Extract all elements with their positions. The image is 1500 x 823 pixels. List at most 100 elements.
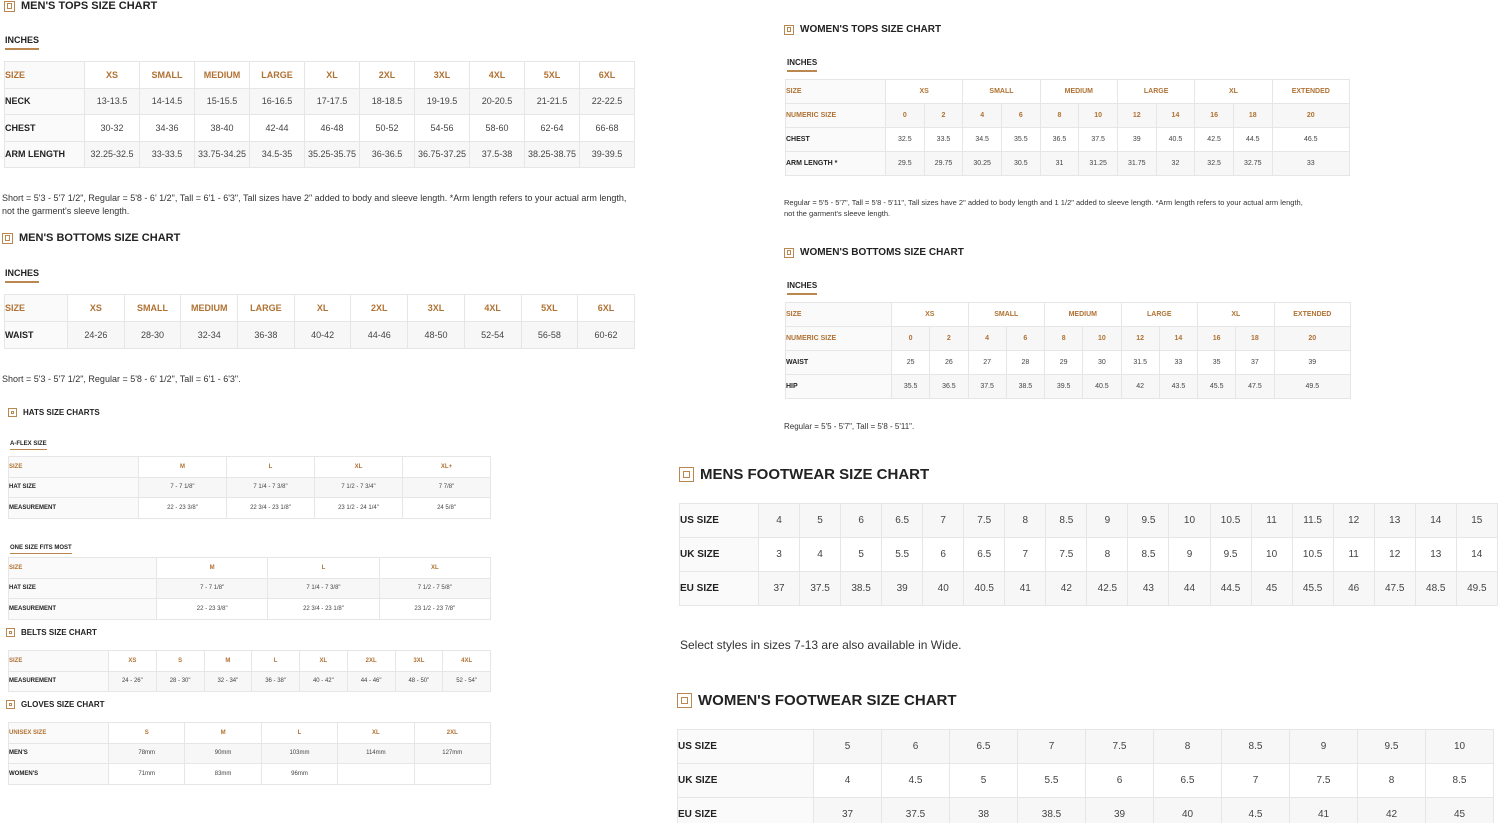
header-row: SIZE M L XL: [8, 557, 491, 579]
size-group-header: XS: [884, 79, 964, 104]
mens-tops-unit-tab[interactable]: INCHES: [5, 35, 40, 50]
table-cell: 6.5: [949, 729, 1018, 764]
table-cell: 8.5: [1045, 503, 1088, 538]
table-row: WAIST 25 26 27 28 29 30 31.5 33 35 37 39: [785, 350, 1352, 375]
table-cell: 45: [1425, 797, 1494, 823]
womens-tops-note-line2: not the garment's sleeve length.: [784, 208, 891, 218]
aflex-tab[interactable]: A-FLEX SIZE: [10, 441, 47, 450]
mens-tops-note: Short = 5'3 - 5'7 1/2", Regular = 5'8 - …: [2, 192, 642, 218]
size-group-header: MEDIUM: [1044, 302, 1122, 327]
table-cell: 40-42: [293, 321, 352, 349]
column-header: SIZE: [4, 294, 68, 322]
table-cell: 7: [1017, 729, 1086, 764]
womens-tops-unit-tab[interactable]: INCHES: [787, 58, 818, 72]
table-cell: 14: [1455, 537, 1498, 572]
row-label: NECK: [4, 87, 85, 115]
table-cell: 40.5: [1155, 127, 1196, 152]
table-cell: 83mm: [184, 763, 262, 785]
column-header: S: [155, 650, 205, 672]
table-cell: 37.5-38: [469, 140, 525, 168]
table-cell: 46: [1332, 571, 1375, 606]
table-cell: 13: [1414, 537, 1457, 572]
table-cell: 7.5: [1085, 729, 1154, 764]
table-cell: 40.5: [1082, 374, 1122, 399]
table-cell: 7.5: [1289, 763, 1358, 798]
row-label: ARM LENGTH *: [785, 151, 886, 176]
table-cell: 12: [1373, 537, 1416, 572]
table-row: MEN'S 78mm 90mm 103mm 114mm 127mm: [8, 742, 491, 764]
column-header: M: [184, 722, 262, 744]
column-header: LARGE: [249, 61, 305, 89]
row-label: US SIZE: [677, 729, 814, 764]
table-cell: 40 - 42": [299, 670, 348, 692]
belts-table: SIZE XS S M L XL 2XL 3XL 4XL MEASUREMENT 24 - 26" 2…: [8, 650, 491, 692]
header-row: SIZE XS SMALL MEDIUM LARGE XL 2XL 3XL 4XL 5XL 6XL: [4, 61, 635, 89]
column-header: 3XL: [407, 294, 465, 322]
table-cell: 13-13.5: [84, 87, 140, 115]
table-cell: 36-38: [237, 321, 295, 349]
table-cell: 127mm: [413, 742, 491, 764]
table-cell: 36.5: [1039, 127, 1080, 152]
column-header: L: [226, 456, 315, 478]
table-cell: 44.5: [1209, 571, 1252, 606]
table-row: WAIST 24-26 28-30 32-34 36-38 40-42 44-46 48-50…: [4, 321, 635, 349]
column-header: XL: [299, 650, 348, 672]
table-cell: 32.5: [1194, 151, 1234, 176]
column-header: 4XL: [469, 61, 525, 89]
table-cell: 60-62: [577, 321, 635, 349]
osfm-tab[interactable]: ONE SIZE FITS MOST: [10, 545, 72, 554]
column-header: 6XL: [579, 61, 635, 89]
size-group-header: LARGE: [1120, 302, 1199, 327]
row-label: US SIZE: [679, 503, 759, 538]
header-row: UNISEX SIZE S M L XL 2XL: [8, 722, 491, 744]
column-header: 2XL: [346, 650, 396, 672]
table-cell: 38.25-38.75: [524, 140, 580, 168]
womens-tops-title: WOMEN'S TOPS SIZE CHART: [784, 24, 941, 35]
column-header: SIZE: [8, 456, 139, 478]
row-label: MEASUREMENT: [8, 497, 139, 519]
column-header: UNISEX SIZE: [8, 722, 109, 744]
table-cell: 19-19.5: [414, 87, 470, 115]
table-cell: 6: [1085, 763, 1154, 798]
header-row: SIZE XS SMALL MEDIUM LARGE XL 2XL 3XL 4XL 5XL 6XL: [4, 294, 635, 322]
table-cell: 34.5-35: [249, 140, 305, 168]
table-cell: 40.5: [963, 571, 1006, 606]
mens-bottoms-unit-tab[interactable]: INCHES: [5, 268, 40, 283]
table-cell: 22 3/4 - 23 1/8": [226, 497, 315, 519]
row-label: CHEST: [785, 127, 886, 152]
table-cell: 37.5: [799, 571, 842, 606]
table-cell: 42.5: [1194, 127, 1234, 152]
column-header: 5XL: [524, 61, 580, 89]
table-cell: 13: [1373, 503, 1416, 538]
numeric-size-cell: 4: [962, 103, 1002, 128]
table-cell: 5: [949, 763, 1018, 798]
table-cell: 4: [813, 763, 882, 798]
table-cell: 32-34: [180, 321, 239, 349]
table-cell: 18-18.5: [359, 87, 415, 115]
numeric-size-row: NUMERIC SIZE 0 2 4 6 8 10 12 14 16 18 20: [785, 103, 1350, 128]
table-row: CHEST 30-32 34-36 38-40 42-44 46-48 50-52 54-56…: [4, 114, 635, 142]
table-cell: 37: [1235, 350, 1275, 375]
table-cell: 23 1/2 - 24 1/4": [314, 497, 403, 519]
table-cell: 42-44: [249, 114, 305, 142]
womens-bottoms-unit-tab[interactable]: INCHES: [787, 281, 818, 295]
mens-tops-title: MEN'S TOPS SIZE CHART: [4, 0, 157, 12]
hats-title-text: HATS SIZE CHARTS: [23, 408, 100, 417]
column-header: XL: [293, 294, 352, 322]
size-group-header: SMALL: [962, 79, 1041, 104]
table-cell: 45.5: [1197, 374, 1237, 399]
table-cell: 7 - 7 1/8": [138, 476, 227, 498]
hats-title: HATS SIZE CHARTS: [8, 408, 100, 417]
table-cell: 42.5: [1086, 571, 1129, 606]
numeric-size-cell: 18: [1232, 103, 1273, 128]
table-cell: 7: [1221, 763, 1290, 798]
table-cell: [413, 763, 491, 785]
numeric-size-cell: 18: [1235, 326, 1275, 351]
table-cell: 56-58: [520, 321, 579, 349]
size-group-row: SIZE XS SMALL MEDIUM LARGE XL EXTENDED: [785, 79, 1350, 104]
womens-tops-title-text: WOMEN'S TOPS SIZE CHART: [800, 24, 942, 35]
table-cell: 38.5: [1005, 374, 1046, 399]
column-header: SMALL: [139, 61, 195, 89]
table-row: NECK 13-13.5 14-14.5 15-15.5 16-16.5 17-17.5 1…: [4, 87, 635, 115]
column-header: SIZE: [8, 557, 157, 579]
